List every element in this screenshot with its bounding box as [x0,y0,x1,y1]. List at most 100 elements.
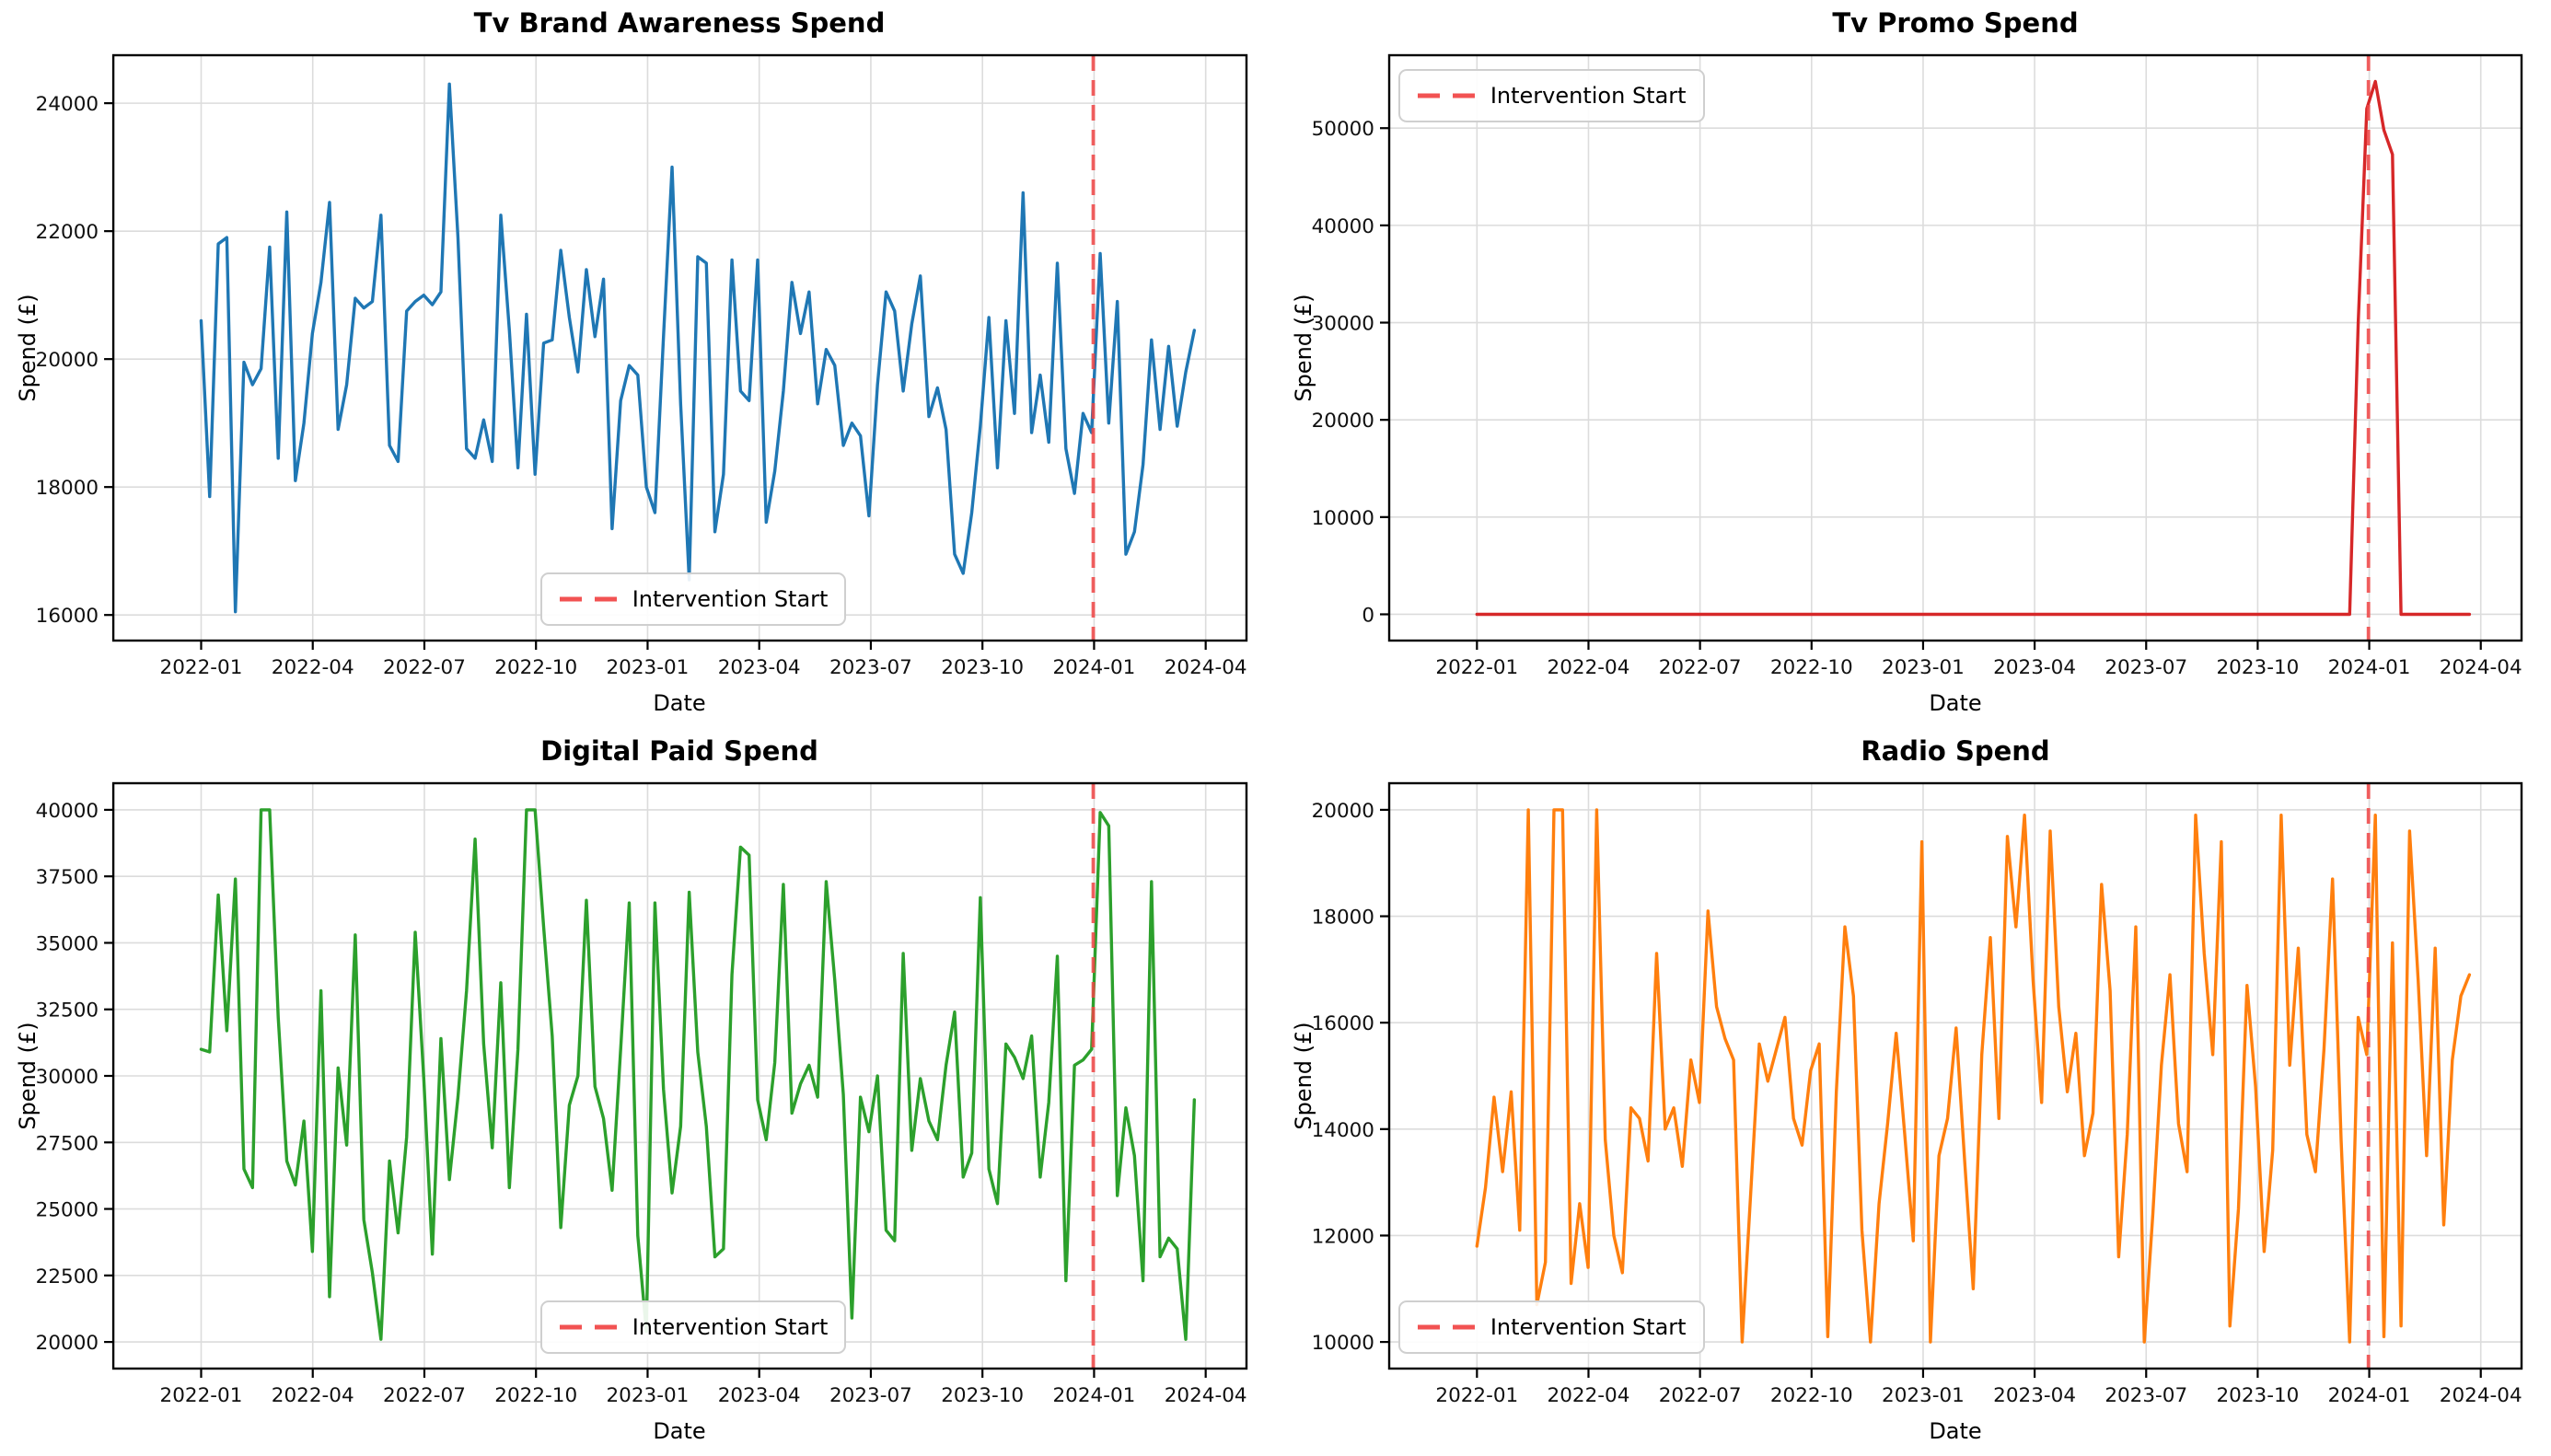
y-tick-label: 14000 [1312,1119,1374,1142]
legend-dashed-line-icon [1417,1324,1475,1330]
x-tick-label: 2023-04 [718,656,801,679]
y-tick-label: 40000 [1312,215,1374,238]
y-tick-label: 18000 [36,477,99,500]
chart-title: Tv Promo Spend [1832,7,2079,39]
x-tick-label: 2022-04 [272,1384,354,1407]
x-tick-label: 2022-01 [160,656,243,679]
y-tick-label: 16000 [36,605,99,628]
x-tick-label: 2024-04 [1165,656,1247,679]
y-tick-label: 10000 [1312,1332,1374,1355]
y-tick-label: 22500 [36,1265,99,1288]
x-tick-label: 2023-07 [2105,656,2187,679]
y-tick-label: 35000 [36,932,99,955]
plot-area-radio: 2022-01 2022-04 2022-07 2022-10 2023-01 2023-… [1312,781,2523,1407]
x-tick-label: 2023-01 [1882,656,1965,679]
y-tick-label: 24000 [36,93,99,116]
x-tick-label: 2023-01 [607,656,690,679]
x-axis-label: Date [653,1418,706,1444]
y-axis-label: Spend (£) [1291,1022,1316,1130]
x-tick-label: 2024-04 [2440,1384,2522,1407]
legend: Intervention Start [1397,69,1705,123]
chart-title: Tv Brand Awareness Spend [473,7,886,39]
plot-frame [111,781,1248,1370]
x-tick-label: 2023-07 [2105,1384,2187,1407]
x-tick-label: 2022-01 [1435,656,1518,679]
legend-label: Intervention Start [1490,83,1687,110]
x-axis-label: Date [1929,1418,1982,1444]
x-tick-label: 2024-01 [1052,656,1135,679]
y-tick-label: 37500 [36,866,99,889]
x-tick-label: 2022-10 [1770,656,1853,679]
x-axis-label: Date [1929,690,1982,716]
legend-label: Intervention Start [1490,1313,1687,1340]
x-tick-label: 2022-10 [1770,1384,1853,1407]
x-tick-label: 2024-04 [2440,656,2522,679]
y-axis-label: Spend (£) [15,294,41,402]
x-tick-label: 2022-01 [1435,1384,1518,1407]
x-tick-label: 2022-04 [1548,656,1630,679]
chart-title: Digital Paid Spend [540,735,818,767]
x-tick-label: 2024-01 [2328,656,2411,679]
x-tick-label: 2022-07 [383,1384,466,1407]
subplot-tv-promo-spend: 2022-01 2022-04 2022-07 2022-10 2023-01 2023-… [1276,0,2551,728]
y-tick-label: 25000 [36,1199,99,1222]
plot-frame [1387,781,2523,1370]
y-tick-label: 12000 [1312,1225,1374,1248]
x-tick-label: 2024-04 [1165,1384,1247,1407]
y-tick-label: 50000 [1312,118,1374,141]
x-tick-label: 2022-07 [1659,656,1742,679]
y-tick-label: 30000 [1312,313,1374,336]
x-tick-label: 2023-10 [2216,656,2299,679]
y-tick-label: 20000 [36,349,99,372]
y-tick-label: 22000 [36,221,99,244]
x-tick-label: 2022-04 [1548,1384,1630,1407]
y-tick-label: 20000 [36,1332,99,1355]
y-tick-label: 20000 [1312,800,1374,823]
series-line [1475,808,2472,1344]
y-tick-label: 0 [1362,604,1374,627]
x-tick-label: 2023-04 [1993,656,2076,679]
x-tick-label: 2022-07 [1659,1384,1742,1407]
plot-area-digital-paid: 2022-01 2022-04 2022-07 2022-10 2023-01 2023-… [36,781,1248,1407]
x-tick-label: 2023-10 [2216,1384,2299,1407]
legend-label: Intervention Start [632,585,829,612]
subplot-digital-paid-spend: 2022-01 2022-04 2022-07 2022-10 2023-01 2023-… [0,728,1276,1456]
x-tick-label: 2023-10 [941,656,1024,679]
plot-frame [1387,53,2523,642]
legend-label: Intervention Start [632,1313,829,1340]
series-line [199,808,1197,1341]
subplot-radio-spend: 2022-01 2022-04 2022-07 2022-10 2023-01 2023-… [1276,728,2551,1456]
legend: Intervention Start [539,572,847,626]
x-tick-label: 2023-01 [607,1384,690,1407]
series-line [199,82,1197,614]
plot-area-tv-promo: 2022-01 2022-04 2022-07 2022-10 2023-01 2023-… [1312,53,2523,679]
y-tick-label: 16000 [1312,1012,1374,1035]
x-tick-label: 2022-01 [160,1384,243,1407]
x-tick-label: 2023-04 [718,1384,801,1407]
x-tick-label: 2022-10 [494,1384,577,1407]
subplot-tv-brand-awareness-spend: 2022-01 2022-04 2022-07 2022-10 2023-01 2023-… [0,0,1276,728]
legend: Intervention Start [1397,1300,1705,1354]
legend-dashed-line-icon [1417,93,1475,98]
x-tick-label: 2024-01 [2328,1384,2411,1407]
x-tick-label: 2023-07 [829,1384,912,1407]
y-tick-label: 40000 [36,800,99,823]
y-tick-label: 30000 [36,1066,99,1089]
x-tick-label: 2023-07 [829,656,912,679]
y-tick-label: 20000 [1312,410,1374,433]
series-line [1475,79,2472,617]
x-tick-label: 2023-04 [1993,1384,2076,1407]
x-tick-label: 2023-10 [941,1384,1024,1407]
y-tick-label: 18000 [1312,907,1374,930]
x-tick-label: 2022-04 [272,656,354,679]
x-axis-label: Date [653,690,706,716]
x-tick-label: 2023-01 [1882,1384,1965,1407]
y-tick-label: 32500 [36,1000,99,1023]
y-axis-label: Spend (£) [15,1022,41,1130]
chart-title: Radio Spend [1861,735,2050,767]
y-tick-label: 27500 [36,1132,99,1155]
plot-frame [111,53,1248,642]
x-tick-label: 2022-10 [494,656,577,679]
y-axis-label: Spend (£) [1291,294,1316,402]
